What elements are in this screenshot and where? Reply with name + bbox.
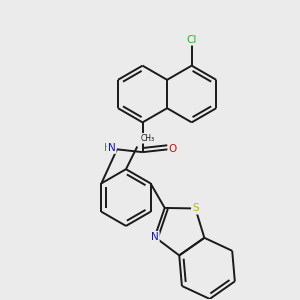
Text: N: N xyxy=(108,143,116,153)
Text: CH₃: CH₃ xyxy=(141,134,155,143)
Text: Cl: Cl xyxy=(187,34,197,44)
Text: O: O xyxy=(168,144,177,154)
Text: S: S xyxy=(192,203,199,214)
Text: H: H xyxy=(104,143,111,153)
Text: N: N xyxy=(151,232,159,242)
